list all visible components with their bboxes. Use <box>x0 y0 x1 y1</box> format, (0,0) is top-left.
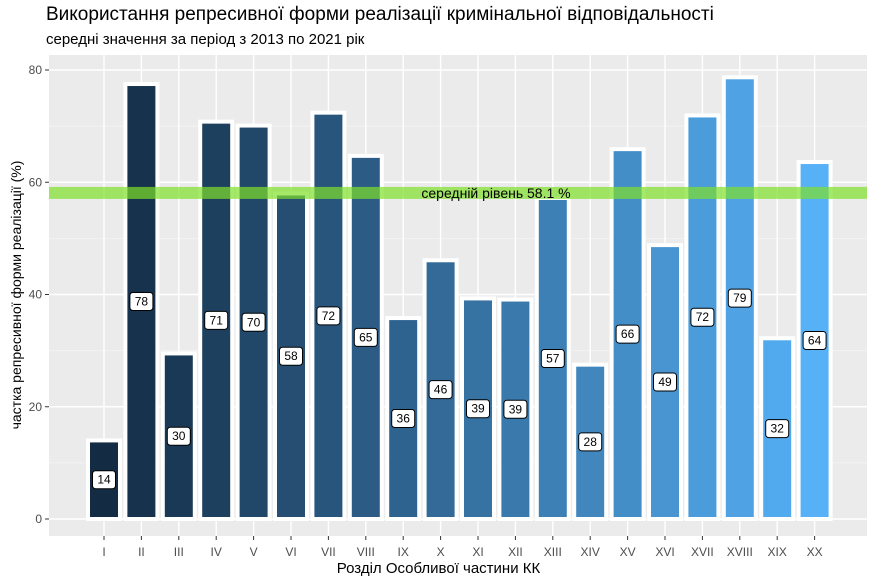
x-tick-label: V <box>250 545 258 559</box>
data-label: 78 <box>135 295 149 309</box>
data-label: 39 <box>471 402 485 416</box>
data-label-box <box>466 399 490 419</box>
data-label-box <box>503 399 528 419</box>
data-label: 28 <box>584 435 598 449</box>
data-label-box <box>578 432 603 452</box>
data-label-box <box>241 312 266 332</box>
y-tick-label: 60 <box>29 175 43 189</box>
x-tick-label: XX <box>807 545 823 559</box>
x-tick-label: VI <box>285 545 296 559</box>
x-tick-label: XIII <box>544 545 562 559</box>
data-label: 79 <box>733 291 747 305</box>
data-label: 49 <box>658 375 672 389</box>
data-label: 66 <box>621 327 635 341</box>
data-label-box <box>428 380 453 400</box>
data-label-box <box>391 409 416 429</box>
x-tick-label: XV <box>620 545 636 559</box>
x-tick-label: VIII <box>357 545 375 559</box>
x-tick-label: XVIII <box>727 545 753 559</box>
data-label-box <box>765 419 790 439</box>
data-label-box <box>92 470 116 490</box>
data-label-box <box>802 331 827 351</box>
x-axis-label: Розділ Особливої частини КК <box>336 560 541 577</box>
chart-title: Використання репресивної форми реалізаці… <box>46 4 714 25</box>
data-label: 46 <box>434 383 448 397</box>
data-label-box <box>279 346 303 366</box>
x-tick-label: XI <box>472 545 483 559</box>
x-tick-label: XVI <box>655 545 674 559</box>
data-label: 32 <box>771 422 785 436</box>
y-tick-label: 20 <box>29 400 43 414</box>
x-tick-label: VII <box>321 545 336 559</box>
y-tick-label: 0 <box>35 512 42 526</box>
data-label: 14 <box>97 473 111 487</box>
data-label: 65 <box>359 330 373 344</box>
x-tick-label: III <box>174 545 184 559</box>
data-label-box <box>166 426 191 446</box>
data-label: 58 <box>284 349 298 363</box>
data-label: 71 <box>210 313 224 327</box>
data-label-box <box>615 324 640 344</box>
data-label: 64 <box>808 334 822 348</box>
data-label-box <box>727 288 752 308</box>
data-label-box <box>353 327 378 347</box>
data-label-box <box>129 292 154 312</box>
data-label: 57 <box>546 351 560 365</box>
x-tick-label: XII <box>508 545 523 559</box>
data-label: 39 <box>509 402 523 416</box>
average-line <box>49 186 867 199</box>
x-tick-label: IV <box>211 545 222 559</box>
x-tick-label: XIV <box>581 545 600 559</box>
x-tick-label: I <box>102 545 105 559</box>
x-tick-label: II <box>138 545 145 559</box>
data-label: 30 <box>172 429 186 443</box>
x-tick-label: XVII <box>691 545 714 559</box>
data-label-box <box>653 372 677 392</box>
x-tick-label: XIX <box>768 545 787 559</box>
chart-subtitle: середні значення за період з 2013 по 202… <box>46 31 365 48</box>
data-label-box <box>540 348 565 368</box>
x-tick-label: IX <box>398 545 409 559</box>
y-tick-label: 80 <box>29 63 43 77</box>
data-label: 70 <box>247 315 261 329</box>
data-label: 36 <box>397 412 411 426</box>
data-label: 72 <box>696 310 710 324</box>
average-label: середній рівень 58.1 % <box>421 185 570 201</box>
data-label-box <box>316 306 341 326</box>
x-tick-label: X <box>437 545 445 559</box>
data-label: 72 <box>322 309 336 323</box>
data-label-box <box>204 310 229 330</box>
data-label-box <box>690 307 715 327</box>
y-tick-label: 40 <box>29 288 43 302</box>
